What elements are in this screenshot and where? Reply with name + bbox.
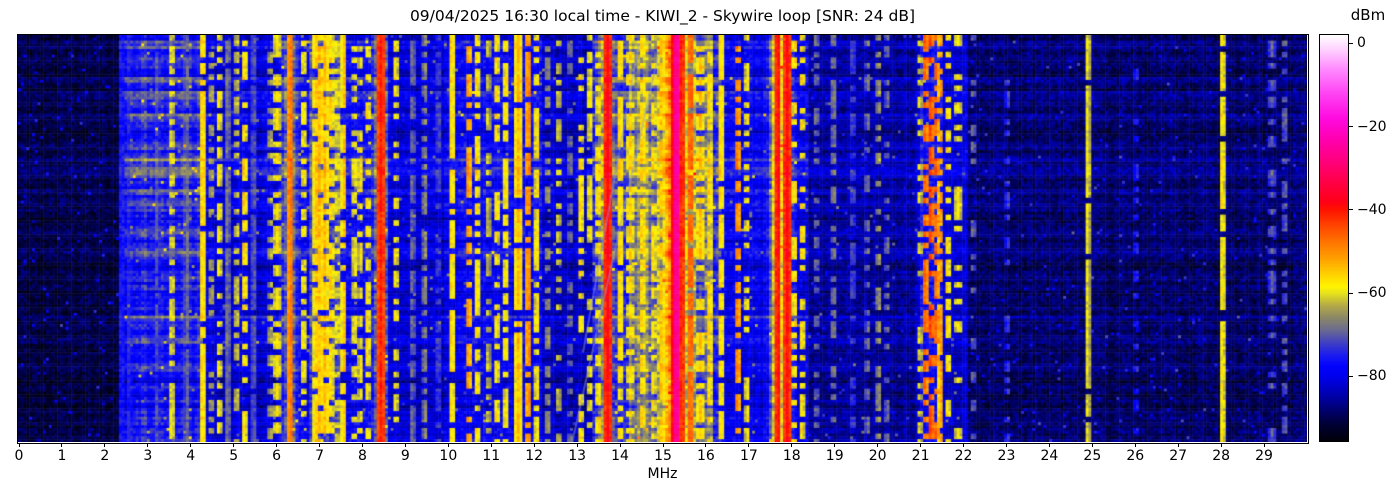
x-tick-mark	[1005, 443, 1007, 447]
colorbar-tick-mark	[1348, 209, 1353, 211]
x-tick-label: 5	[229, 448, 239, 464]
x-tick-mark	[190, 443, 192, 447]
x-tick-label: 1	[57, 448, 67, 464]
x-tick-label: 15	[654, 448, 672, 464]
x-tick-label: 9	[400, 448, 410, 464]
x-tick-label: 14	[611, 448, 629, 464]
colorbar-tick-label: 0	[1357, 35, 1366, 52]
x-tick-label: 0	[14, 448, 24, 464]
x-tick-mark	[104, 443, 106, 447]
x-tick-label: 3	[143, 448, 153, 464]
x-tick-mark	[1177, 443, 1179, 447]
x-tick-mark	[447, 443, 449, 447]
x-tick-mark	[61, 443, 63, 447]
x-tick-mark	[1220, 443, 1222, 447]
colorbar-tick-label: −60	[1357, 285, 1387, 302]
x-tick-mark	[834, 443, 836, 447]
x-tick-mark	[576, 443, 578, 447]
x-tick-mark	[877, 443, 879, 447]
colorbar	[1320, 35, 1348, 441]
x-tick-label: 26	[1126, 448, 1145, 464]
x-tick-mark	[662, 443, 664, 447]
x-tick-mark	[1134, 443, 1136, 447]
x-tick-mark	[748, 443, 750, 447]
x-tick-label: 24	[1040, 448, 1059, 464]
colorbar-tick-label: −80	[1357, 368, 1387, 385]
colorbar-tick-mark	[1348, 42, 1353, 44]
x-axis-label: MHz	[647, 466, 678, 482]
x-tick-label: 27	[1169, 448, 1188, 464]
x-tick-mark	[963, 443, 965, 447]
x-tick-label: 12	[525, 448, 544, 464]
x-tick-label: 29	[1255, 448, 1273, 464]
x-tick-label: 13	[568, 448, 587, 464]
colorbar-unit-label: dBm	[1350, 6, 1386, 24]
plot-title: 09/04/2025 16:30 local time - KIWI_2 - S…	[409, 7, 916, 25]
x-tick-label: 2	[100, 448, 110, 464]
x-tick-label: 20	[868, 448, 887, 464]
x-tick-label: 7	[315, 448, 324, 464]
x-tick-label: 22	[954, 448, 973, 464]
x-tick-mark	[1048, 443, 1050, 447]
x-tick-label: 21	[911, 448, 930, 464]
x-tick-label: 19	[825, 448, 844, 464]
x-tick-mark	[1263, 443, 1265, 447]
x-tick-label: 18	[782, 448, 801, 464]
x-tick-mark	[147, 443, 149, 447]
x-tick-label: 10	[439, 448, 458, 464]
x-tick-mark	[791, 443, 793, 447]
x-tick-mark	[361, 443, 363, 447]
x-tick-mark	[705, 443, 707, 447]
x-tick-mark	[276, 443, 278, 447]
x-tick-label: 25	[1083, 448, 1102, 464]
x-tick-label: 11	[482, 448, 501, 464]
x-tick-mark	[619, 443, 621, 447]
colorbar-tick-mark	[1348, 375, 1353, 377]
x-tick-label: 16	[697, 448, 715, 464]
x-tick-label: 23	[997, 448, 1016, 464]
x-tick-label: 8	[357, 448, 367, 464]
x-tick-mark	[319, 443, 321, 447]
x-tick-mark	[404, 443, 406, 447]
x-tick-label: 28	[1212, 448, 1231, 464]
colorbar-tick-mark	[1348, 126, 1353, 128]
x-tick-mark	[1091, 443, 1093, 447]
colorbar-tick-label: −40	[1357, 201, 1387, 218]
x-tick-label: 4	[186, 448, 196, 464]
x-tick-mark	[490, 443, 492, 447]
x-tick-mark	[18, 443, 20, 447]
x-tick-mark	[233, 443, 235, 447]
colorbar-tick-label: −20	[1357, 118, 1387, 135]
x-tick-mark	[920, 443, 922, 447]
x-tick-label: 6	[272, 448, 282, 464]
x-tick-mark	[533, 443, 535, 447]
waterfall-heatmap	[18, 35, 1307, 442]
colorbar-tick-mark	[1348, 292, 1353, 294]
x-tick-label: 17	[739, 448, 758, 464]
